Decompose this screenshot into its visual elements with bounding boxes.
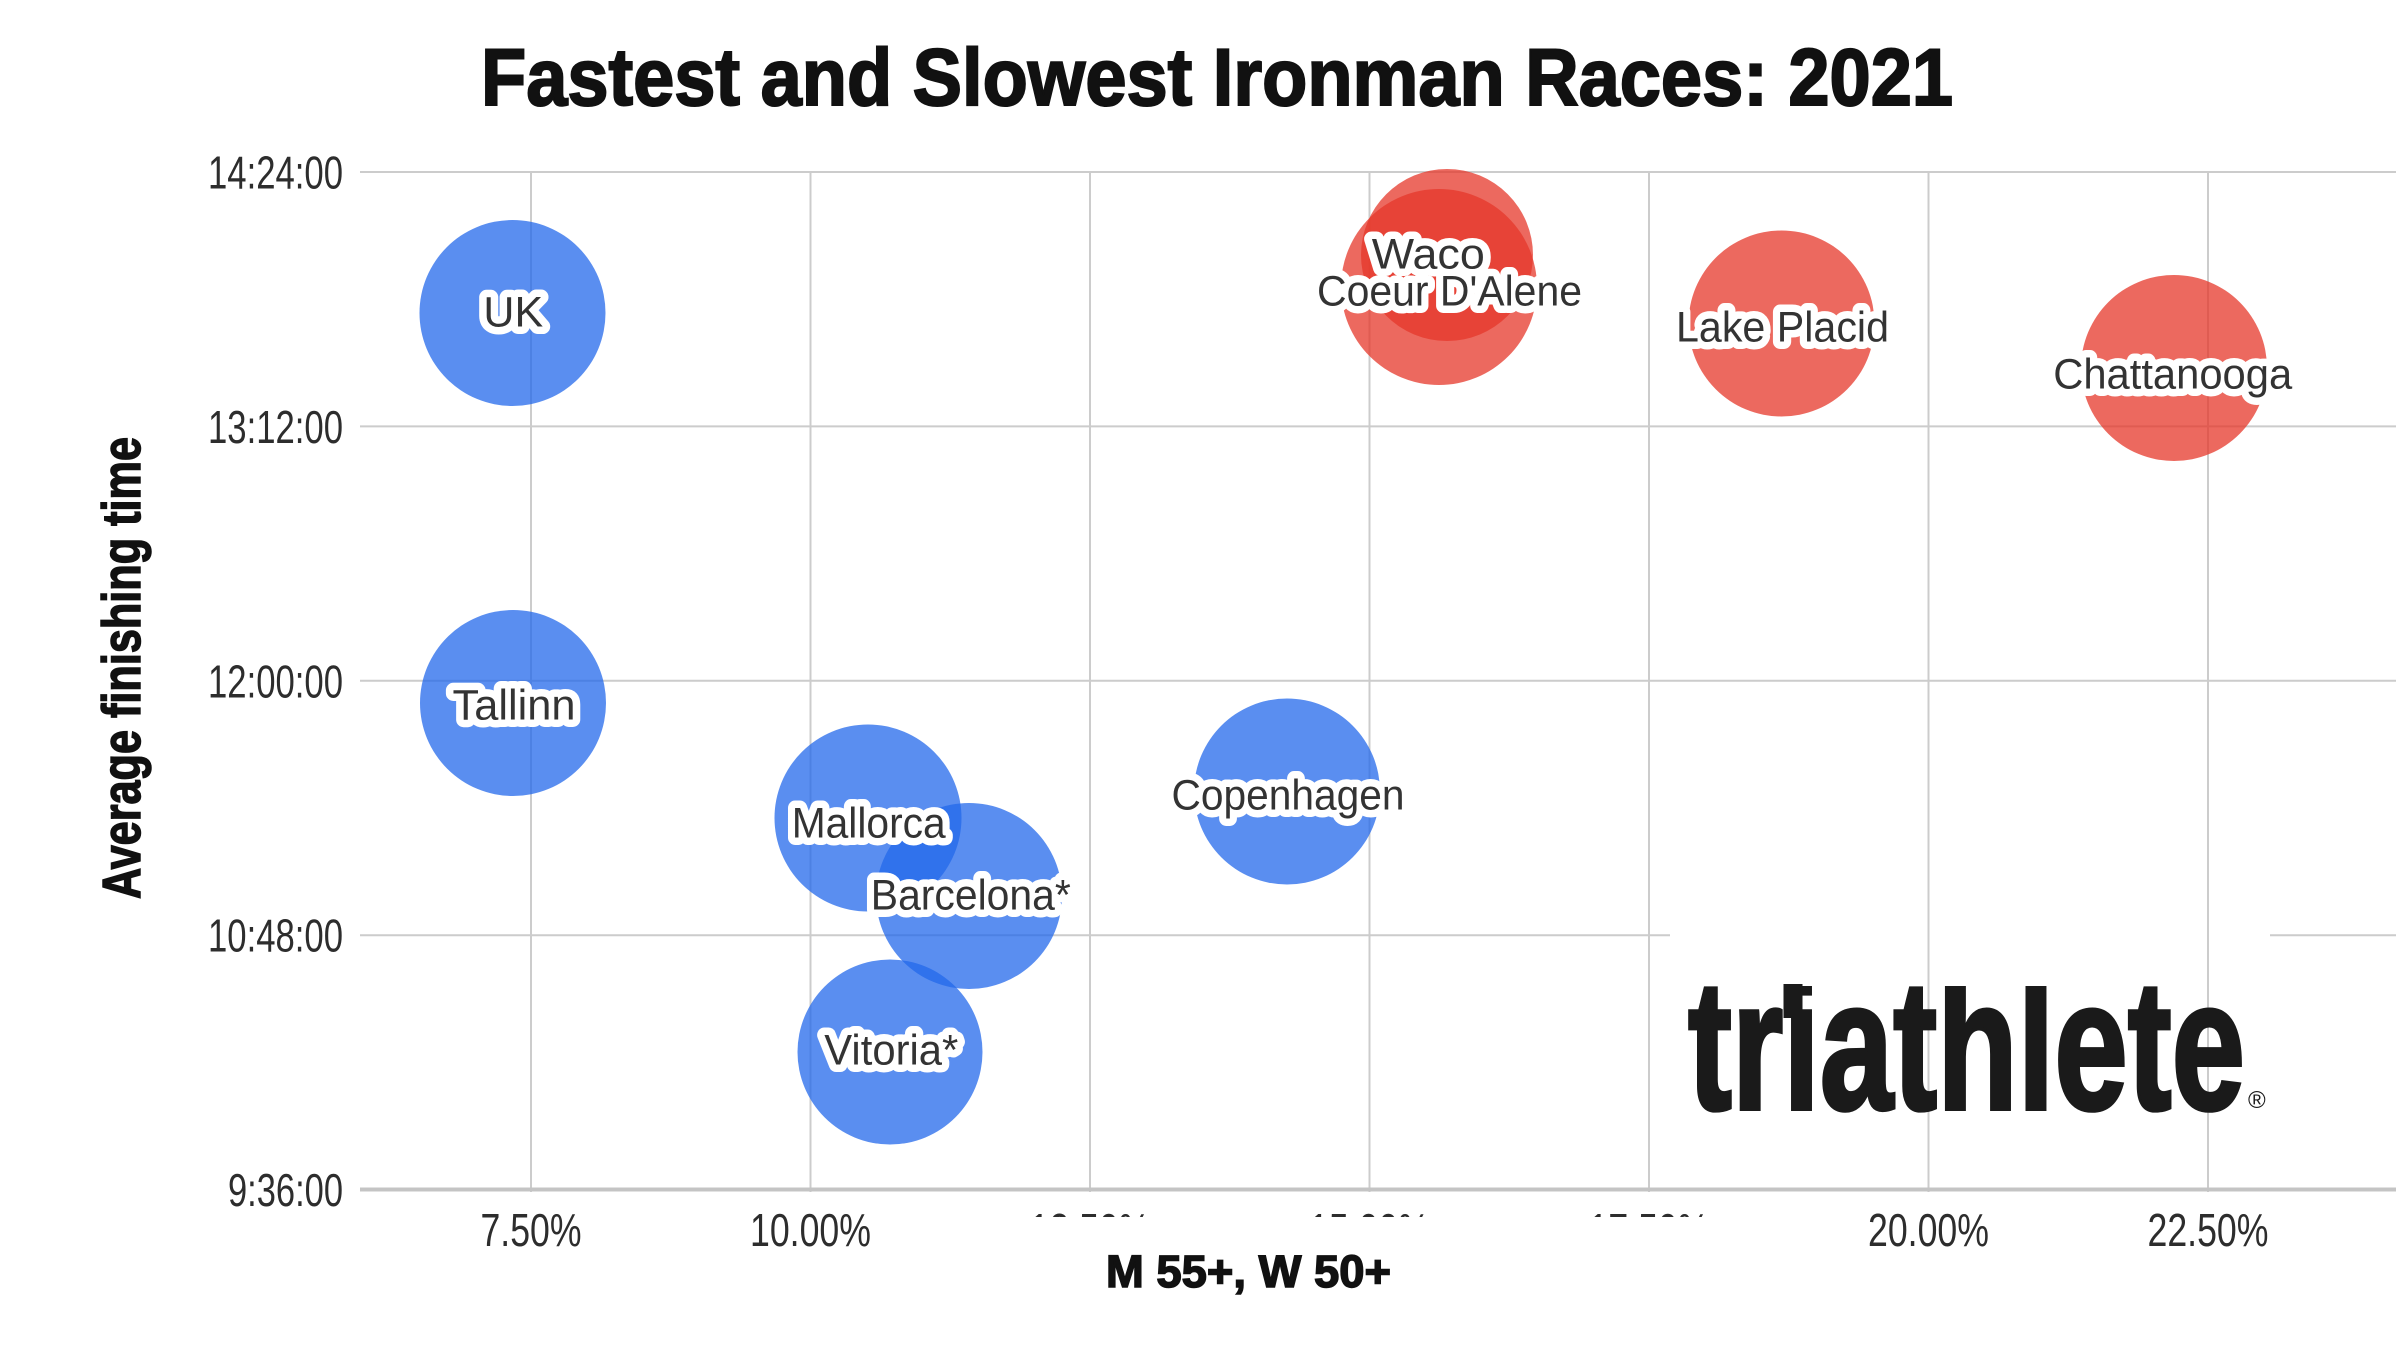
svg-text:10:48:00: 10:48:00 [208,910,343,962]
svg-text:Mallorca: Mallorca [792,800,946,848]
svg-text:14:24:00: 14:24:00 [208,147,343,199]
svg-text:13:12:00: 13:12:00 [208,401,343,453]
svg-text:Tallinn: Tallinn [453,682,576,730]
svg-text:Copenhagen: Copenhagen [1172,772,1405,820]
svg-text:Waco: Waco [1372,231,1485,279]
svg-text:7.50%: 7.50% [481,1204,582,1256]
svg-text:Lake Placid: Lake Placid [1676,304,1889,352]
svg-text:Vitoria*: Vitoria* [824,1027,958,1075]
svg-text:Coeur D'Alene: Coeur D'Alene [1317,268,1582,316]
svg-text:Lake Placid: Lake Placid [1676,304,1889,352]
svg-text:UK: UK [483,289,543,337]
svg-text:Coeur D'Alene: Coeur D'Alene [1317,268,1582,316]
svg-text:Vitoria*: Vitoria* [824,1027,958,1075]
svg-text:Copenhagen: Copenhagen [1172,772,1405,820]
svg-text:®: ® [2248,1087,2266,1114]
svg-text:9:36:00: 9:36:00 [228,1164,343,1216]
svg-text:20.00%: 20.00% [1868,1204,1989,1256]
svg-text:12:00:00: 12:00:00 [208,655,343,707]
svg-text:Barcelona*: Barcelona* [871,872,1071,920]
svg-text:Mallorca: Mallorca [792,800,946,848]
svg-text:Chattanooga: Chattanooga [2053,351,2292,399]
svg-text:22.50%: 22.50% [2148,1204,2269,1256]
svg-text:Tallinn: Tallinn [453,682,576,730]
svg-text:UK: UK [483,289,543,337]
svg-text:Chattanooga: Chattanooga [2053,351,2292,399]
svg-text:M 55+, W 50+: M 55+, W 50+ [1106,1246,1391,1297]
svg-text:Barcelona*: Barcelona* [871,872,1071,920]
svg-text:Average finishing time: Average finishing time [92,437,152,899]
svg-text:10.00%: 10.00% [750,1204,871,1256]
svg-text:Waco: Waco [1372,231,1485,279]
svg-text:Fastest and Slowest Ironman Ra: Fastest and Slowest Ironman Races: 2021 [481,33,1953,123]
